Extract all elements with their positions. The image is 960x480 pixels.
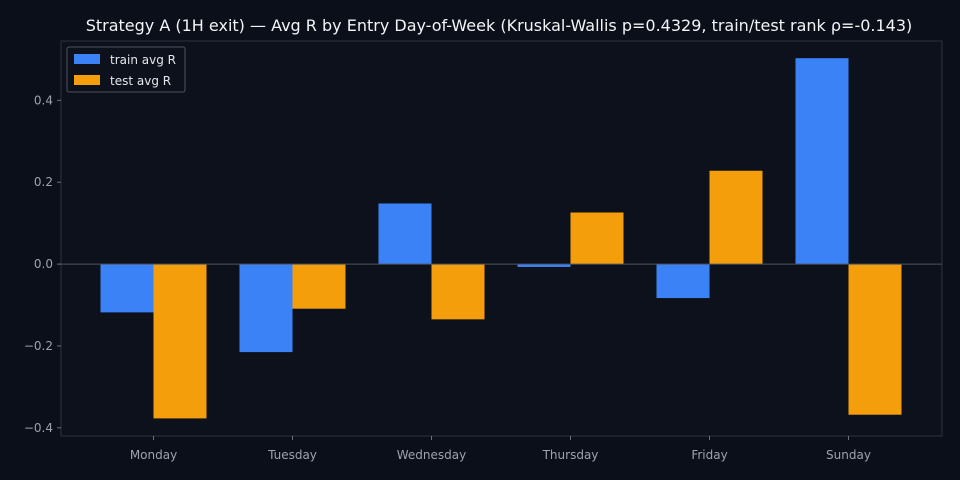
bar-test-monday <box>153 264 207 419</box>
bar-train-friday <box>656 264 710 299</box>
y-tick-label: 0.2 <box>34 175 53 189</box>
bar-train-tuesday <box>239 264 293 353</box>
plot-area <box>60 40 943 437</box>
bar-test-wednesday <box>431 264 485 320</box>
bar-train-thursday <box>517 264 571 267</box>
bar-test-tuesday <box>292 264 346 309</box>
bar-test-thursday <box>570 212 624 265</box>
y-tick-label: 0.4 <box>34 93 53 107</box>
chart-title: Strategy A (1H exit) — Avg R by Entry Da… <box>86 16 913 35</box>
x-tick-label-monday: Monday <box>130 448 177 462</box>
x-tick-label-tuesday: Tuesday <box>267 448 317 462</box>
legend: train avg R test avg R <box>66 46 186 93</box>
legend-swatch-test <box>74 75 100 85</box>
bar-test-friday <box>709 170 763 265</box>
y-tick-label: 0.0 <box>34 257 53 271</box>
x-axis: Monday Tuesday Wednesday Thursday Friday Sund… <box>130 436 871 462</box>
legend-label-test: test avg R <box>110 74 171 88</box>
x-tick-label-sunday: Sunday <box>826 448 871 462</box>
bar-test-sunday <box>848 264 902 415</box>
bar-train-sunday <box>795 58 849 265</box>
bars-layer <box>100 58 902 419</box>
legend-swatch-train <box>74 54 100 64</box>
y-tick-label: −0.2 <box>24 339 53 353</box>
bar-train-monday <box>100 264 154 313</box>
x-tick-label-wednesday: Wednesday <box>397 448 466 462</box>
legend-label-train: train avg R <box>110 53 176 67</box>
x-tick-label-friday: Friday <box>691 448 727 462</box>
x-tick-label-thursday: Thursday <box>542 448 599 462</box>
y-tick-label: −0.4 <box>24 421 53 435</box>
bar-train-wednesday <box>378 203 432 265</box>
y-axis: −0.4 −0.2 0.0 0.2 0.4 <box>24 93 61 435</box>
